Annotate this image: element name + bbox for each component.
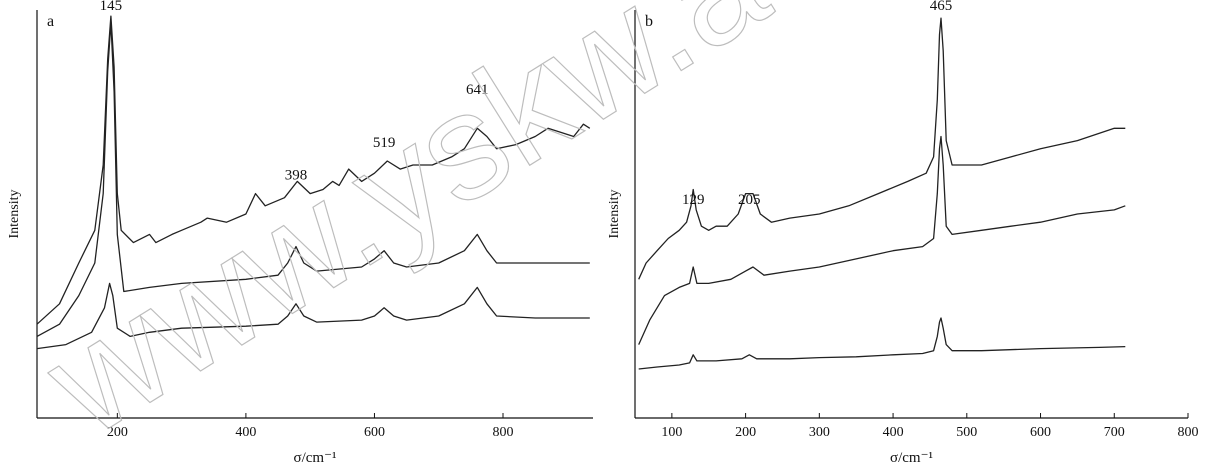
- peak-label: 398: [285, 167, 308, 183]
- x-tick-label: 400: [883, 425, 904, 440]
- x-tick-label: 600: [364, 425, 385, 440]
- peak-label: 465: [930, 0, 953, 14]
- spectrum-line-3: [638, 317, 1126, 370]
- x-tick-label: 400: [235, 425, 256, 440]
- x-tick-label: 200: [735, 425, 756, 440]
- x-tick-label: 700: [1104, 425, 1125, 440]
- peak-label: 129: [682, 192, 705, 208]
- spectrum-line-2: [36, 21, 590, 337]
- x-tick-label: 500: [956, 425, 977, 440]
- spectrum-line-1: [36, 15, 591, 325]
- x-axis-label: σ/cm⁻¹: [294, 450, 337, 466]
- panel-label: b: [645, 13, 653, 30]
- peak-label: 641: [466, 82, 489, 98]
- x-tick-label: 200: [107, 425, 128, 440]
- x-tick-label: 600: [1030, 425, 1051, 440]
- x-axis-label: σ/cm⁻¹: [890, 450, 933, 466]
- y-axis-label: Intensity: [607, 190, 622, 239]
- spectrum-line-2: [638, 135, 1126, 345]
- peak-label: 519: [373, 135, 396, 151]
- spectrum-line-1: [638, 17, 1126, 280]
- panel-label: a: [47, 13, 54, 30]
- x-tick-label: 100: [661, 425, 682, 440]
- spectrum-line-3: [36, 282, 590, 350]
- x-tick-label: 800: [493, 425, 514, 440]
- y-axis-label: Intensity: [7, 190, 22, 239]
- peak-label: 205: [738, 192, 761, 208]
- x-tick-label: 800: [1178, 425, 1199, 440]
- x-tick-label: 300: [809, 425, 830, 440]
- panel-b: 100 200 300 400 500 600 700 800 σ/cm⁻¹ Intensity b…: [607, 0, 1199, 466]
- panel-a: 200 400 600 800 σ/cm⁻¹ Intensity a 145 398 519 641: [7, 0, 593, 466]
- peak-label: 145: [100, 0, 123, 14]
